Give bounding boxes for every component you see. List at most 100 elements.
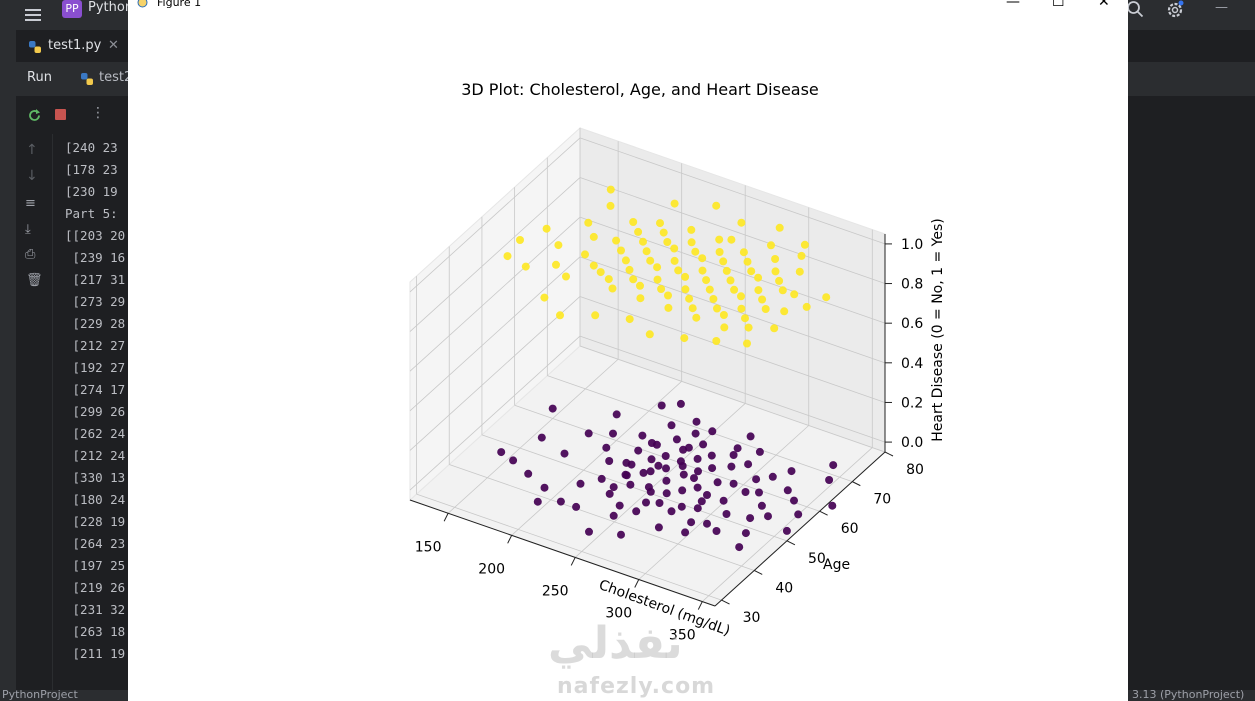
grid-line	[409, 296, 581, 451]
x-tick	[697, 601, 703, 610]
rerun-icon[interactable]	[27, 108, 42, 123]
gear-icon[interactable]	[1165, 0, 1185, 20]
grid-line	[547, 375, 853, 482]
scatter-point-no-disease	[744, 460, 753, 469]
trash-icon[interactable]: 🗑	[26, 273, 43, 288]
grid-line	[702, 447, 873, 602]
tab-close-icon[interactable]: ✕	[108, 38, 119, 53]
scatter-point-disease	[636, 281, 644, 290]
scatter-point-no-disease	[533, 497, 542, 506]
scatter-point-no-disease	[722, 510, 731, 518]
scatter-point-disease	[653, 275, 662, 284]
scatter-point-no-disease	[694, 467, 702, 476]
scatter-point-no-disease	[755, 488, 763, 497]
scatter-point-no-disease	[662, 464, 670, 473]
console-line: [229 28	[65, 316, 126, 331]
console-line: [299 26	[65, 404, 126, 419]
grid-line	[447, 358, 619, 514]
tick-label: 50	[808, 551, 826, 567]
scatter-point-no-disease	[597, 474, 606, 483]
ide-minimize-button[interactable]: —	[1215, 0, 1228, 15]
scatter-point-disease	[705, 285, 714, 294]
scatter-point-disease	[562, 272, 570, 281]
tab-test1-py[interactable]: test1.py	[48, 38, 102, 53]
scatter-point-no-disease	[497, 448, 506, 457]
more-options-icon[interactable]: ⋮	[91, 105, 105, 121]
print-icon[interactable]: ⎙	[25, 247, 36, 262]
scatter-point-no-disease	[733, 444, 742, 453]
scatter-point-no-disease	[605, 457, 614, 465]
hamburger-menu-icon[interactable]	[24, 6, 42, 24]
scatter-point-no-disease	[667, 421, 676, 430]
project-badge[interactable]: PP	[62, 0, 82, 18]
scatter-point-disease	[739, 248, 748, 257]
tick-label: 300	[605, 606, 632, 622]
arrow-up-icon[interactable]: ↑	[26, 142, 38, 158]
console-line: [217 31	[65, 272, 126, 287]
grid-line	[511, 381, 682, 536]
scatter-point-no-disease	[621, 470, 630, 479]
scatter-point-disease	[556, 311, 564, 320]
scatter-point-disease	[702, 276, 711, 285]
soft-wrap-icon[interactable]: ≡	[25, 196, 36, 211]
console-line: [211 19	[65, 646, 126, 661]
figure-close-button[interactable]: ✕	[1098, 0, 1110, 10]
scatter-point-no-disease	[626, 480, 635, 489]
project-name[interactable]: Python	[88, 0, 134, 15]
scatter-point-no-disease	[741, 488, 750, 496]
scatter-point-no-disease	[697, 497, 706, 506]
scatter-point-disease	[642, 247, 651, 256]
scatter-point-disease	[775, 276, 784, 285]
scatter-point-no-disease	[615, 501, 624, 510]
scatter-point-no-disease	[585, 527, 593, 536]
grid-line	[579, 345, 886, 453]
scatter-point-disease	[800, 240, 809, 249]
tick-label: 70	[873, 492, 891, 508]
scatter-point-no-disease	[655, 499, 664, 507]
scatter-point-disease	[670, 256, 679, 265]
tick-label: 150	[415, 539, 442, 555]
scatter-point-disease	[503, 252, 512, 261]
arrow-down-icon[interactable]: ↓	[26, 168, 38, 184]
scatter-point-no-disease	[790, 496, 798, 505]
scroll-to-end-icon[interactable]: ⤓	[25, 222, 31, 237]
scatter-point-disease	[552, 260, 560, 269]
figure-minimize-button[interactable]: —	[1006, 0, 1020, 10]
grid-line	[449, 464, 755, 571]
scatter-point-disease	[743, 339, 751, 348]
run-tab-test2[interactable]: test2	[99, 70, 133, 85]
scatter-point-disease	[542, 224, 551, 233]
status-interpreter[interactable]: 3.13 (PythonProject)	[1132, 688, 1245, 701]
scatter-point-no-disease	[662, 489, 671, 498]
grid-line	[409, 216, 581, 372]
scatter-point-no-disease	[708, 427, 717, 436]
scatter-point-no-disease	[787, 467, 796, 476]
tick-label: 350	[669, 628, 696, 644]
scatter-point-disease	[771, 255, 780, 263]
console-line: [197 25	[65, 558, 126, 573]
search-icon[interactable]	[1126, 0, 1144, 18]
grid-line	[579, 335, 886, 443]
tick-label: 250	[542, 583, 569, 599]
scatter-point-no-disease	[612, 410, 621, 419]
scatter-point-disease	[617, 246, 625, 255]
scatter-point-no-disease	[692, 417, 701, 426]
scatter-point-disease	[737, 304, 746, 313]
scatter-point-no-disease	[699, 440, 708, 449]
tick-label: 1.0	[901, 237, 923, 253]
scatter-point-disease	[685, 294, 694, 303]
y-tick	[721, 599, 730, 605]
tick-label: 30	[743, 610, 761, 626]
scatter-point-no-disease	[828, 501, 837, 510]
scatter-point-disease	[767, 241, 775, 250]
scatter-point-disease	[664, 291, 672, 300]
scatter-point-no-disease	[667, 507, 676, 516]
figure-maximize-button[interactable]: ☐	[1052, 0, 1065, 10]
scatter-point-no-disease	[609, 483, 618, 492]
3d-scatter-plot[interactable]: 150 200 250 300 350 30 40 50 60 70 80 0.0 0.2 0.4 0.6 0…	[128, 0, 1128, 701]
watermark-arabic: نفذلي	[548, 618, 683, 669]
status-breadcrumb[interactable]: PythonProject	[2, 688, 78, 701]
stop-icon[interactable]	[55, 109, 66, 120]
scatter-point-disease	[657, 285, 666, 293]
scatter-point-no-disease	[757, 501, 766, 510]
